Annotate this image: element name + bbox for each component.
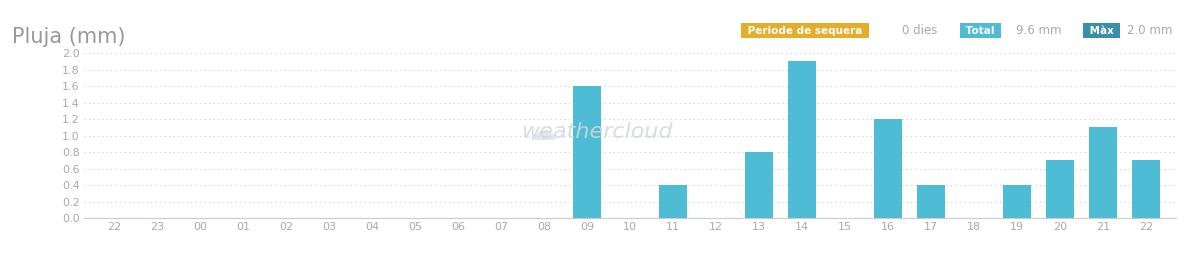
Bar <box>659 185 686 218</box>
Bar <box>745 152 773 218</box>
Text: 9.6 mm: 9.6 mm <box>1016 24 1062 37</box>
Text: 0 dies: 0 dies <box>902 24 937 37</box>
Bar <box>1046 160 1074 218</box>
Text: Màx: Màx <box>1086 26 1117 36</box>
Text: weathercloud: weathercloud <box>522 122 673 142</box>
Bar <box>874 119 902 218</box>
Text: 2.0 mm: 2.0 mm <box>1127 24 1172 37</box>
Text: Periode de sequera: Periode de sequera <box>744 26 866 36</box>
Bar <box>1088 127 1117 218</box>
Bar <box>574 86 601 218</box>
Bar <box>917 185 944 218</box>
Text: Pluja (mm): Pluja (mm) <box>12 27 126 47</box>
Bar <box>1003 185 1031 218</box>
Bar <box>1132 160 1160 218</box>
Bar <box>788 61 816 218</box>
Text: ☁: ☁ <box>529 118 557 146</box>
Text: Total: Total <box>962 26 998 36</box>
